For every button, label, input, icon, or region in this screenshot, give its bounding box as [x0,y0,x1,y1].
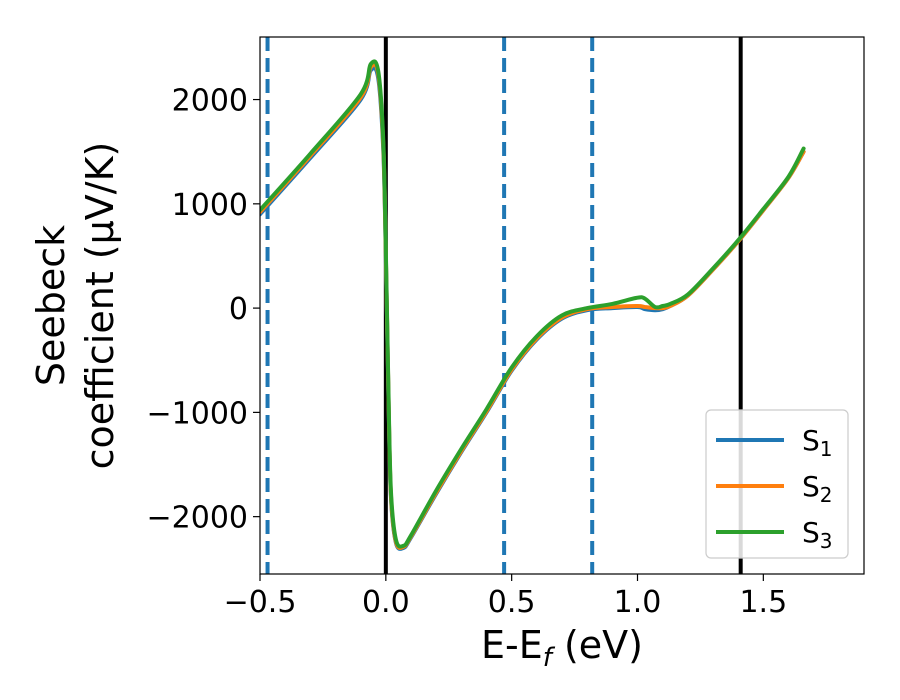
legend: S1 S2 S3 [705,409,849,559]
x-axis-ticks: −0.5 0.0 0.5 1.0 1.5 [224,574,787,620]
series-line-s3 [260,59,806,549]
y-axis-label-line2: coefficient (μV/K) [78,142,122,470]
y-tick-label: 1000 [172,188,248,223]
legend-label-s3: S3 [802,516,833,553]
y-tick-label: 2000 [172,84,248,119]
series-lines [260,59,806,551]
y-tick-label: −2000 [147,501,248,536]
x-tick-label: 1.5 [739,585,787,620]
x-axis-label: E-Ef (eV) [481,623,643,673]
legend-label-s2: S2 [802,470,833,507]
y-tick-label: 0 [229,292,248,327]
y-axis-label: Seebeck coefficient (μV/K) [29,142,122,470]
y-axis-ticks: 2000 1000 0 −1000 −2000 [147,84,260,536]
x-tick-label: 1.0 [614,585,662,620]
plot-frame [259,36,865,575]
x-tick-label: 0.0 [362,585,410,620]
x-tick-label: −0.5 [224,585,297,620]
x-tick-label: 0.5 [488,585,536,620]
legend-label-s1: S1 [802,424,833,461]
y-tick-label: −1000 [147,396,248,431]
y-axis-label-line1: Seebeck [29,225,73,386]
